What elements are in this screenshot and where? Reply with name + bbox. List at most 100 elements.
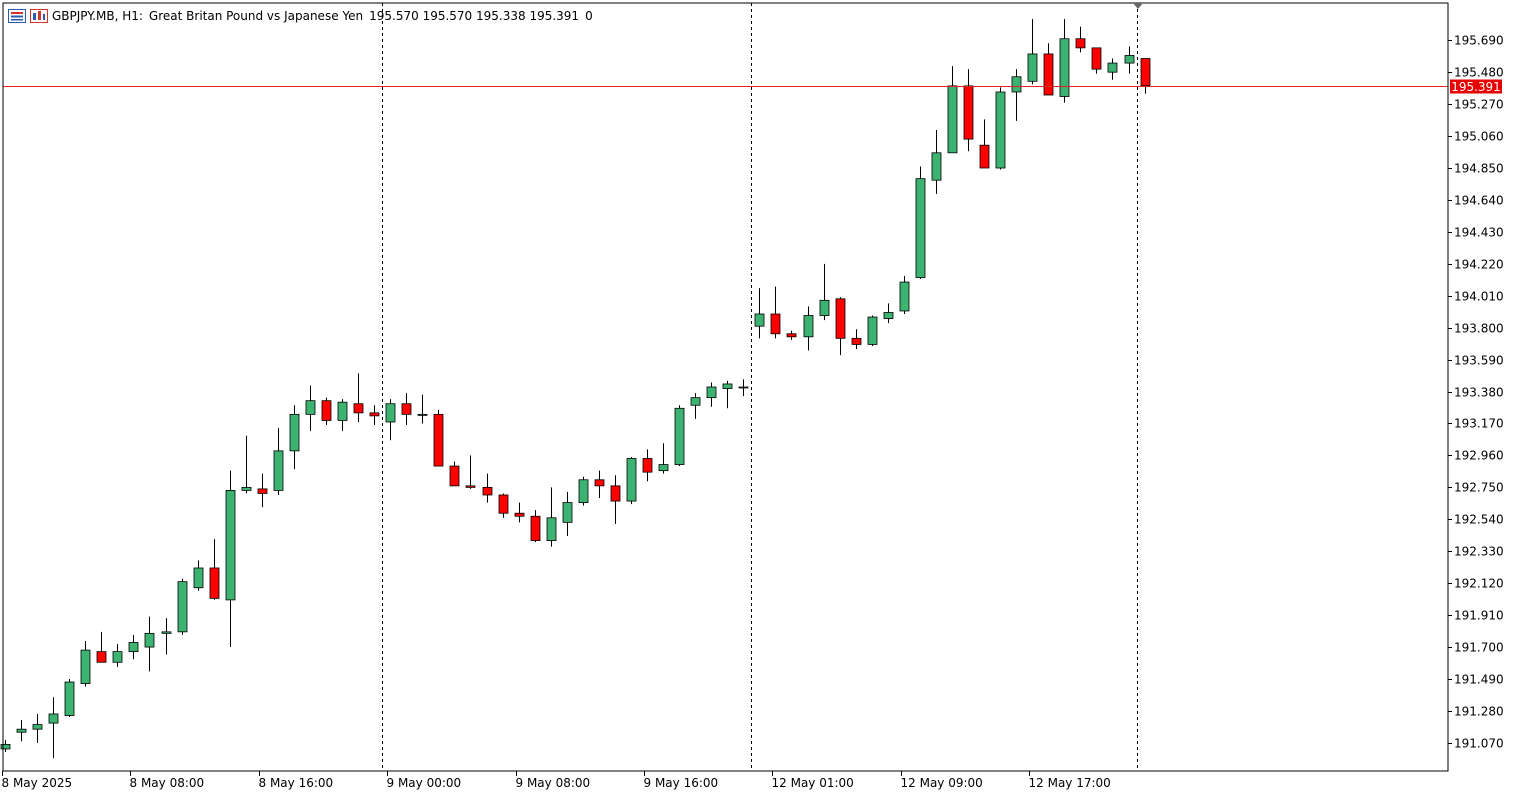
candle (658, 443, 669, 474)
time-tick-label: 8 May 2025 (2, 776, 73, 790)
price-tick-label: 191.700 (1454, 641, 1504, 655)
candle-body-bull (305, 400, 316, 415)
candle-body-bull (754, 313, 765, 327)
candle-body-bull (819, 299, 830, 316)
candle-body-bull (803, 315, 814, 338)
price-tick-label: 193.170 (1454, 417, 1504, 431)
candle (193, 560, 204, 591)
candle (979, 119, 990, 169)
symbol-description: Great Britan Pound vs Japanese Yen (148, 9, 364, 23)
candle (64, 678, 75, 718)
candle (594, 470, 605, 499)
candle (225, 470, 236, 648)
candle (835, 297, 846, 356)
candle-body-bull (16, 728, 27, 733)
candle (0, 739, 11, 752)
candle-body-bull (1124, 55, 1135, 64)
candle-body-bear (642, 458, 653, 473)
current-price-tag: 195.391 (1450, 79, 1502, 94)
price-tick-label: 192.750 (1454, 481, 1504, 495)
candle (770, 286, 781, 339)
candle (963, 69, 974, 152)
candle (1027, 18, 1038, 85)
candle-body-bear (530, 515, 541, 542)
candle-body-bull (562, 502, 573, 523)
candle-body-bull (0, 743, 11, 750)
candle-body-bear (1091, 47, 1102, 70)
price-tick-label: 191.280 (1454, 705, 1504, 719)
candle-body-bull (193, 567, 204, 589)
session-separators (382, 3, 1138, 771)
candle-body-bull (867, 316, 878, 345)
candle (1091, 47, 1102, 74)
time-tick-label: 8 May 08:00 (130, 776, 205, 790)
price-tick-label: 192.330 (1454, 545, 1504, 559)
price-tick-label: 193.800 (1454, 322, 1504, 336)
candle-body-bull (706, 386, 717, 399)
current-price-label: 195.391 (1451, 80, 1501, 94)
candle (610, 475, 621, 524)
candle-body-bear (594, 479, 605, 487)
candle-body-bull (626, 458, 637, 502)
price-tick-label: 195.060 (1454, 130, 1504, 144)
candle-body-bull (546, 517, 557, 542)
candle (498, 493, 509, 518)
candle (112, 644, 123, 667)
candle-body-bear (482, 486, 493, 496)
shift-marker-icon[interactable] (1133, 3, 1143, 9)
candle (1011, 69, 1022, 121)
chart-list-icon[interactable] (8, 9, 26, 23)
candle-body-bull (144, 632, 155, 648)
time-axis[interactable]: 8 May 2025 8 May 08:00 8 May 16:00 9 May 00… (2, 771, 1111, 790)
candle-body-bull (177, 581, 188, 633)
price-tick-label: 194.220 (1454, 258, 1504, 272)
candle (931, 129, 942, 194)
candle (546, 487, 557, 547)
candle-body-bull (722, 383, 733, 389)
candle (128, 634, 139, 660)
candle (995, 87, 1006, 170)
price-tick-label: 195.480 (1454, 66, 1504, 80)
candle (16, 720, 27, 742)
candles-layer (0, 18, 1151, 759)
candle (289, 405, 300, 470)
candle-body-bull (1027, 53, 1038, 82)
candle (305, 385, 316, 432)
candle-body-bull (128, 642, 139, 653)
candle (738, 379, 749, 397)
price-tick-label: 194.640 (1454, 194, 1504, 208)
candle (241, 435, 252, 494)
price-tick-label: 192.120 (1454, 577, 1504, 591)
candle-body-bear (449, 465, 460, 487)
candle-body-bear (369, 412, 380, 417)
candle (674, 405, 685, 467)
candle-body-bear (257, 488, 268, 494)
chart-window-icon[interactable] (30, 9, 48, 23)
candle (754, 288, 765, 339)
price-tick-label: 193.590 (1454, 354, 1504, 368)
price-tick-label: 192.960 (1454, 449, 1504, 463)
price-axis[interactable]: 191.070 191.280 191.490 191.700 191.910 192.1… (1448, 34, 1504, 751)
chart-header: GBPJPY.MB, H1: Great Britan Pound vs Jap… (8, 7, 599, 25)
candle (883, 303, 894, 324)
candle-body-bull (48, 713, 59, 724)
candle-body-bear (963, 85, 974, 140)
candle-body-bull (947, 85, 958, 154)
candle-body-bear (610, 485, 621, 502)
candle (722, 380, 733, 409)
candle-body-bull (161, 631, 172, 634)
candle (321, 397, 332, 426)
candle-body-bear (433, 413, 444, 467)
candle-body-bear (1075, 38, 1086, 49)
candle (690, 393, 701, 419)
candle-body-bear (401, 403, 412, 415)
volume-value: 0 (585, 9, 593, 23)
price-tick-label: 193.380 (1454, 386, 1504, 400)
candle-body-bull (883, 312, 894, 319)
candle (433, 409, 444, 467)
candle (209, 539, 220, 600)
time-tick-label: 12 May 01:00 (772, 776, 854, 790)
candle (465, 455, 476, 489)
candle (851, 329, 862, 349)
